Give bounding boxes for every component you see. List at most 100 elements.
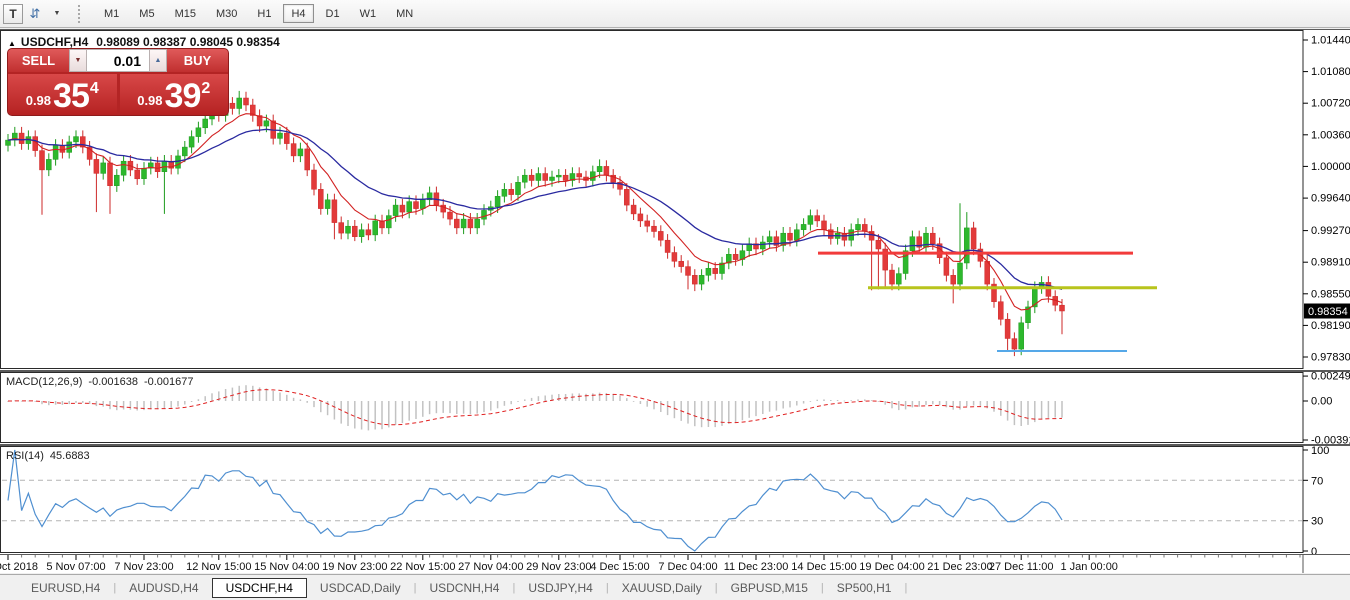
- sell-price-pip: 4: [89, 80, 99, 97]
- chart-tab-audusd-h4[interactable]: AUDUSD,H4: [129, 580, 199, 595]
- time-label: 31 Oct 2018: [0, 561, 38, 573]
- macd-value-main: -0.001638: [88, 376, 138, 388]
- chart-tab-gbpusd-m15[interactable]: GBPUSD,M15: [730, 580, 808, 595]
- svg-text:1.00720: 1.00720: [1311, 98, 1350, 110]
- time-label: 22 Nov 15:00: [390, 561, 456, 573]
- timeframe-toolbar: M1 M5 M15 M30 H1 H4 D1 W1 MN: [94, 4, 423, 23]
- tab-separator: |: [512, 581, 516, 594]
- svg-text:0.99270: 0.99270: [1311, 225, 1350, 237]
- macd-value-signal: -0.001677: [143, 376, 194, 388]
- sell-price-display[interactable]: 0.98 35 4: [8, 74, 117, 115]
- chart-ohlc-values: 0.98089 0.98387 0.98045 0.98354: [96, 35, 280, 49]
- timeframe-mn[interactable]: MN: [388, 4, 421, 23]
- rsi-label: RSI(14) 45.6883: [6, 450, 90, 462]
- timeframe-m1[interactable]: M1: [96, 4, 127, 23]
- buy-price-prefix: 0.98: [137, 93, 163, 108]
- rsi-value: 45.6883: [49, 450, 90, 462]
- chart-tab-eurusd-h4[interactable]: EURUSD,H4: [31, 580, 101, 595]
- ma-slow-line: [7, 128, 1063, 291]
- time-label: 7 Nov 23:00: [114, 561, 174, 573]
- svg-text:0.98550: 0.98550: [1311, 288, 1350, 300]
- sell-button[interactable]: SELL: [8, 49, 69, 72]
- text-tool-button[interactable]: T: [3, 3, 23, 24]
- time-label: 15 Nov 04:00: [254, 561, 320, 573]
- timeframe-m5[interactable]: M5: [131, 4, 162, 23]
- macd-histogram: [7, 385, 1063, 431]
- time-label: 4 Dec 15:00: [590, 561, 650, 573]
- rsi-chart: 100 70 30 0: [0, 446, 1329, 554]
- svg-text:70: 70: [1311, 475, 1323, 487]
- volume-decrease-button[interactable]: ▼: [69, 49, 87, 72]
- buy-price-display[interactable]: 0.98 39 2: [119, 74, 228, 116]
- chart-tab-usdchf-h4[interactable]: USDCHF,H4: [211, 577, 307, 598]
- time-label: 14 Dec 15:00: [791, 561, 857, 573]
- main-chart-panel[interactable]: ▲ USDCHF,H4 0.98089 0.98387 0.98045 0.9835…: [0, 29, 1350, 371]
- chart-tab-xauusd-daily[interactable]: XAUUSD,Daily: [621, 580, 702, 595]
- chart-tab-usdcad-daily[interactable]: USDCAD,Daily: [319, 580, 401, 595]
- svg-text:0.99640: 0.99640: [1311, 193, 1350, 205]
- timeframe-h4[interactable]: H4: [283, 4, 314, 23]
- tab-separator: |: [714, 581, 718, 594]
- timeframe-w1[interactable]: W1: [352, 4, 385, 23]
- chart-tab-sp500-h1[interactable]: SP500,H1: [836, 580, 892, 595]
- time-label: 27 Nov 04:00: [458, 561, 524, 573]
- time-label: 7 Dec 04:00: [658, 561, 718, 573]
- timeframe-d1[interactable]: D1: [318, 4, 348, 23]
- macd-signal-line: [7, 389, 1063, 426]
- buy-button[interactable]: BUY: [167, 49, 228, 72]
- time-label: 11 Dec 23:00: [723, 561, 789, 573]
- trade-panel-row2: 0.98 35 4 0.98 39 2: [8, 74, 228, 115]
- timeframe-h1[interactable]: H1: [249, 4, 279, 23]
- time-label: 5 Nov 07:00: [46, 561, 106, 573]
- tab-separator: |: [605, 581, 609, 594]
- tab-separator: |: [413, 581, 417, 594]
- timeframe-m15[interactable]: M15: [167, 4, 204, 23]
- chart-tab-usdcnh-h4[interactable]: USDCNH,H4: [429, 580, 500, 595]
- buy-price-main: 39: [164, 77, 202, 116]
- volume-increase-button[interactable]: ▲: [149, 49, 167, 72]
- chart-title: ▲ USDCHF,H4 0.98089 0.98387 0.98045 0.9835…: [8, 35, 280, 49]
- svg-text:1.00360: 1.00360: [1311, 129, 1350, 141]
- macd-panel[interactable]: MACD(12,26,9) -0.001638 -0.001677 0.002492…: [0, 371, 1350, 445]
- buy-price-pip: 2: [201, 80, 211, 97]
- rsi-panel[interactable]: RSI(14) 45.6883 100 70 30 0: [0, 445, 1350, 555]
- chevron-down-icon[interactable]: ▼: [47, 4, 67, 24]
- swap-arrows-icon[interactable]: ⇵: [25, 4, 45, 24]
- rsi-name: RSI(14): [6, 450, 44, 462]
- svg-text:0.98354: 0.98354: [1308, 306, 1348, 318]
- volume-stepper: ▼ ▲: [69, 49, 167, 72]
- svg-text:0: 0: [1311, 546, 1317, 554]
- timeframe-m30[interactable]: M30: [208, 4, 245, 23]
- chart-symbol-label: USDCHF,H4: [20, 35, 89, 49]
- svg-text:0.97830: 0.97830: [1311, 352, 1350, 364]
- svg-text:1.01440: 1.01440: [1311, 35, 1350, 47]
- time-label: 1 Jan 00:00: [1060, 561, 1118, 573]
- svg-text:0.98190: 0.98190: [1311, 320, 1350, 332]
- macd-label: MACD(12,26,9) -0.001638 -0.001677: [6, 376, 194, 388]
- svg-text:0.98910: 0.98910: [1311, 257, 1350, 269]
- trade-panel-row1: SELL ▼ ▲ BUY: [8, 49, 228, 72]
- svg-text:-0.003913: -0.003913: [1311, 435, 1350, 445]
- time-label: 21 Dec 23:00: [927, 561, 993, 573]
- volume-input[interactable]: [87, 49, 149, 72]
- time-label: 19 Dec 04:00: [859, 561, 925, 573]
- svg-text:1.01080: 1.01080: [1311, 66, 1350, 78]
- rsi-line: [7, 449, 1063, 552]
- tab-separator: |: [820, 581, 824, 594]
- toolbar-grip[interactable]: [78, 4, 86, 23]
- time-axis-ticks: [7, 555, 1304, 573]
- svg-text:100: 100: [1311, 446, 1329, 457]
- tab-separator: |: [904, 581, 908, 594]
- chart-tab-usdjpy-h4[interactable]: USDJPY,H4: [528, 580, 593, 595]
- one-click-trading-panel: SELL ▼ ▲ BUY 0.98 35 4 0.98 39 2: [8, 49, 228, 115]
- time-axis[interactable]: 31 Oct 2018 5 Nov 07:00 7 Nov 23:00 12 Nov …: [0, 555, 1350, 573]
- macd-name: MACD(12,26,9): [6, 376, 83, 388]
- macd-chart: 0.002492 0.00 -0.003913: [0, 372, 1350, 444]
- chart-tab-bar: EURUSD,H4 | AUDUSD,H4 USDCHF,H4 USDCAD,Daily…: [0, 574, 1350, 600]
- collapse-triangle-icon[interactable]: ▲: [8, 39, 16, 48]
- time-label: 27 Dec 11:00: [988, 561, 1054, 573]
- svg-text:1.00000: 1.00000: [1311, 161, 1350, 173]
- time-label: 29 Nov 23:00: [526, 561, 592, 573]
- top-toolbar: T ⇵ ▼ M1 M5 M15 M30 H1 H4 D1 W1 MN: [0, 0, 1350, 28]
